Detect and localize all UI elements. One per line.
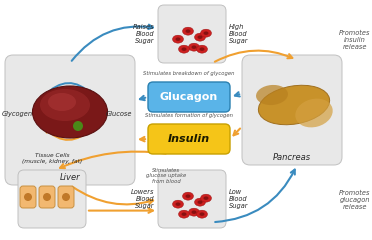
Ellipse shape — [48, 93, 76, 111]
Ellipse shape — [199, 212, 205, 216]
FancyBboxPatch shape — [18, 170, 86, 228]
FancyBboxPatch shape — [58, 186, 74, 208]
Ellipse shape — [192, 45, 196, 49]
Text: Promotes
glucagon
release: Promotes glucagon release — [339, 190, 371, 210]
Ellipse shape — [196, 210, 208, 218]
FancyBboxPatch shape — [242, 55, 342, 165]
Circle shape — [43, 193, 51, 201]
Ellipse shape — [295, 99, 333, 127]
Text: Stimulates formation of glycogen: Stimulates formation of glycogen — [145, 113, 233, 118]
Text: Lowers
Blood
Sugar: Lowers Blood Sugar — [131, 189, 154, 209]
FancyBboxPatch shape — [148, 124, 230, 154]
Ellipse shape — [195, 198, 205, 206]
Ellipse shape — [203, 196, 208, 200]
Text: Stimulates
glucose uptake
from blood: Stimulates glucose uptake from blood — [146, 168, 187, 184]
Ellipse shape — [201, 29, 212, 37]
Ellipse shape — [186, 30, 190, 33]
Ellipse shape — [183, 192, 193, 200]
Text: Low
Blood
Sugar: Low Blood Sugar — [229, 189, 248, 209]
Ellipse shape — [182, 48, 186, 51]
Text: Liver: Liver — [60, 173, 80, 181]
Ellipse shape — [198, 36, 202, 39]
Text: Insulin: Insulin — [168, 134, 210, 144]
FancyBboxPatch shape — [39, 186, 55, 208]
Text: Stimulates breakdown of glycogen: Stimulates breakdown of glycogen — [143, 71, 235, 76]
Circle shape — [24, 193, 32, 201]
Circle shape — [62, 193, 70, 201]
Text: Glycogen: Glycogen — [1, 111, 33, 117]
Ellipse shape — [199, 48, 205, 51]
Ellipse shape — [179, 45, 189, 53]
Ellipse shape — [183, 27, 193, 35]
Ellipse shape — [198, 200, 202, 204]
Text: Pancreas: Pancreas — [273, 152, 311, 162]
FancyBboxPatch shape — [158, 5, 226, 63]
Ellipse shape — [195, 33, 205, 41]
Ellipse shape — [173, 35, 183, 43]
FancyBboxPatch shape — [5, 55, 135, 185]
Circle shape — [73, 121, 83, 131]
Ellipse shape — [256, 85, 288, 105]
Ellipse shape — [203, 31, 208, 35]
FancyBboxPatch shape — [20, 186, 36, 208]
Ellipse shape — [32, 86, 108, 138]
Ellipse shape — [189, 208, 199, 216]
Text: Raises
Blood
Sugar: Raises Blood Sugar — [132, 24, 154, 44]
Ellipse shape — [173, 200, 183, 208]
Ellipse shape — [176, 37, 180, 41]
Text: Tissue Cells
(muscle, kidney, fat): Tissue Cells (muscle, kidney, fat) — [22, 153, 82, 164]
Ellipse shape — [40, 89, 90, 121]
Ellipse shape — [201, 194, 212, 202]
Ellipse shape — [196, 45, 208, 53]
Text: Glucagon: Glucagon — [160, 92, 218, 102]
Ellipse shape — [259, 85, 330, 125]
Text: High
Blood
Sugar: High Blood Sugar — [229, 24, 248, 44]
Ellipse shape — [176, 202, 180, 206]
Text: Glucose: Glucose — [106, 111, 132, 117]
Ellipse shape — [182, 212, 186, 216]
Ellipse shape — [186, 194, 190, 198]
FancyBboxPatch shape — [148, 82, 230, 112]
FancyBboxPatch shape — [158, 170, 226, 228]
Text: Promotes
insulin
release: Promotes insulin release — [339, 30, 371, 50]
Ellipse shape — [189, 43, 199, 51]
Ellipse shape — [192, 210, 196, 214]
Ellipse shape — [179, 210, 189, 218]
